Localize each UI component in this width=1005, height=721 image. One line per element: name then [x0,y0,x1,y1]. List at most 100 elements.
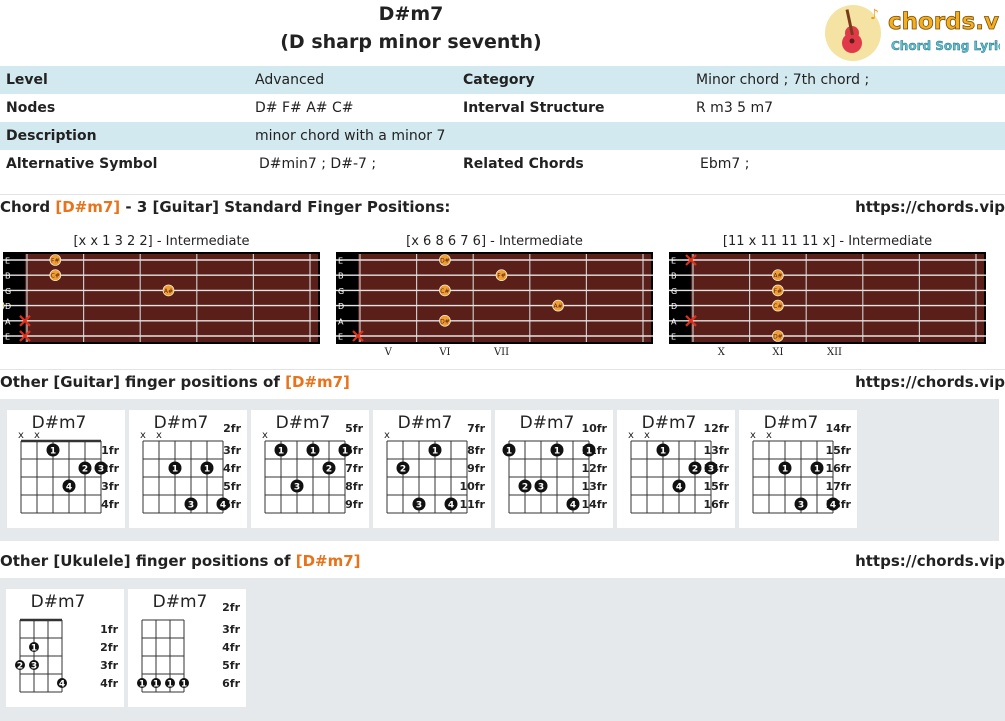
diagram-chord-name: D#m7 [32,413,87,433]
chord-title-block: D#m7 (D sharp minor seventh) [0,0,822,56]
finger-dot [274,443,288,457]
string-name: B [338,272,344,281]
note-label: F# [774,288,782,295]
diagram-mute-mark: x [34,430,40,441]
finger-dot [826,497,840,511]
finger-dot [518,479,532,493]
finger-number: 1 [660,447,666,457]
note-dot [772,269,784,282]
chord-diagram-card[interactable]: D#m714fr15fr16fr17fr18frxx1134 [739,410,857,528]
finger-dot [137,678,147,688]
site-url[interactable]: https://chords.vip [855,373,1005,391]
position-caption: [x x 1 3 2 2] - Intermediate [73,234,250,249]
finger-number: 4 [66,483,72,493]
related-value[interactable]: Ebm7 ; [700,156,750,172]
diagram-fret-label: 14fr [581,498,607,511]
finger-dot [428,443,442,457]
diagram-fret-label: 11fr [459,498,485,511]
string-name: D [338,302,344,311]
fretboard-wood [691,254,984,342]
diagram-fret-label: 9fr [345,498,363,511]
heading-prefix: Chord [0,198,56,216]
ukulele-diagrams-panel: D#m7 1fr 2fr 3fr 4fr 1 2 3 4 D#m7 2fr 3fr 4fr 5fr 6fr 1… [0,578,1005,721]
diagram-mute-mark: x [18,430,24,441]
finger-dot [165,678,175,688]
ukulele-positions-heading: Other [Ukulele] finger positions of [D#m… [0,550,1005,572]
chord-diagram-card[interactable]: D#m7 5fr 6fr 7fr 8fr 9fr x 1 1 1 2 3 [251,410,369,528]
finger-number: 3 [98,465,104,475]
chord-diagram-card[interactable]: D#m712fr13fr14fr15fr16frxx1234 [617,410,735,528]
string-name: D [5,302,11,311]
diagram-mute-mark: x [140,430,146,441]
chord-diagram-card[interactable]: D#m7 1fr 2fr 3fr 4fr x x 1 2 3 4 [7,410,125,528]
finger-dot [216,497,230,511]
site-url[interactable]: https://chords.vip [855,198,1005,216]
site-url[interactable]: https://chords.vip [855,552,1005,570]
string-name: G [5,287,11,296]
heading-chord: [D#m7] [55,198,121,216]
diagram-fret-label: 3fr [101,480,119,493]
note-label: A# [773,273,782,280]
finger-dot [412,497,426,511]
note-label: A# [164,288,173,295]
diagram-mute-mark: x [262,430,268,441]
finger-dot [794,497,808,511]
divider [0,369,1005,370]
finger-dot [29,642,39,652]
finger-number: 3 [31,662,37,672]
chord-diagram-card[interactable]: D#m7 2fr 3fr 4fr 5fr 6fr x x 1 1 3 4 [129,410,247,528]
finger-number: 2 [400,465,406,475]
string-name: A [5,317,11,326]
finger-dot [566,497,580,511]
position-caption: [x 6 8 6 7 6] - Intermediate [406,234,583,249]
divider [0,194,1005,195]
diagram-fret-label: 10fr [459,480,485,493]
info-row-nodes: Nodes D# F# A# C# Interval Structure R m… [0,94,1005,122]
note-dot [772,284,784,297]
chord-diagram-card[interactable]: D#m7 7fr 8fr 9fr 10fr 11fr x 1 2 3 4 [373,410,491,528]
diagram-fret-label: 4fr [223,462,241,475]
finger-dot [582,443,596,457]
diagram-mute-mark: x [766,430,772,441]
string-name: B [671,272,677,281]
diagram-fret-label: 8fr [345,480,363,493]
string-name: E [338,333,343,342]
finger-number: 2 [17,662,23,672]
string-name: B [5,272,11,281]
diagram-chord-name: D#m7 [276,413,331,433]
chord-diagram-card[interactable]: D#m710fr11fr12fr13fr14fr111234 [495,410,613,528]
standard-positions-heading: Chord [D#m7] - 3 [Guitar] Standard Finge… [0,196,1005,218]
chord-diagram-card[interactable]: D#m7 2fr 3fr 4fr 5fr 6fr 1 1 1 1 [128,589,246,707]
category-value: Minor chord ; 7th chord ; [696,72,870,88]
description-value: minor chord with a minor 7 [255,128,446,144]
guitar-icon [842,9,862,53]
diagram-fret-label: 3fr [223,444,241,457]
finger-dot [810,461,824,475]
finger-dot [94,461,108,475]
string-name: D [671,302,677,311]
logo-tagline: Chord Song Lyric [891,39,1000,53]
finger-number: 1 [181,680,187,690]
chord-diagram-card[interactable]: D#m7 1fr 2fr 3fr 4fr 1 2 3 4 [6,589,124,707]
fret-number: V [384,347,393,358]
mute-mark [19,330,31,342]
fret-number: XII [827,347,842,358]
related-label: Related Chords [463,156,584,172]
site-logo[interactable]: ♪ chords.vip Chord Song Lyric [824,3,1005,61]
chord-subtitle: (D sharp minor seventh) [280,31,542,53]
alt-symbol-value: D#min7 ; D#-7 ; [259,156,377,172]
fret-number: X [718,347,726,358]
diagram-mute-mark: x [156,430,162,441]
diagram-chord-name: D#m7 [642,413,697,433]
finger-dot [534,479,548,493]
finger-dot [338,443,352,457]
heading-prefix: Other [Guitar] finger positions of [0,373,286,391]
finger-dot [29,660,39,670]
finger-dot [57,678,67,688]
diagram-fret-label: 1fr [101,444,119,457]
diagram-chord-name: D#m7 [153,592,208,612]
diagram-fret-label: 17fr [825,480,851,493]
fretboard: E B G D A E D# F# C# A# D# V VI VII [336,252,653,366]
finger-dot [168,461,182,475]
finger-number: 1 [278,447,284,457]
